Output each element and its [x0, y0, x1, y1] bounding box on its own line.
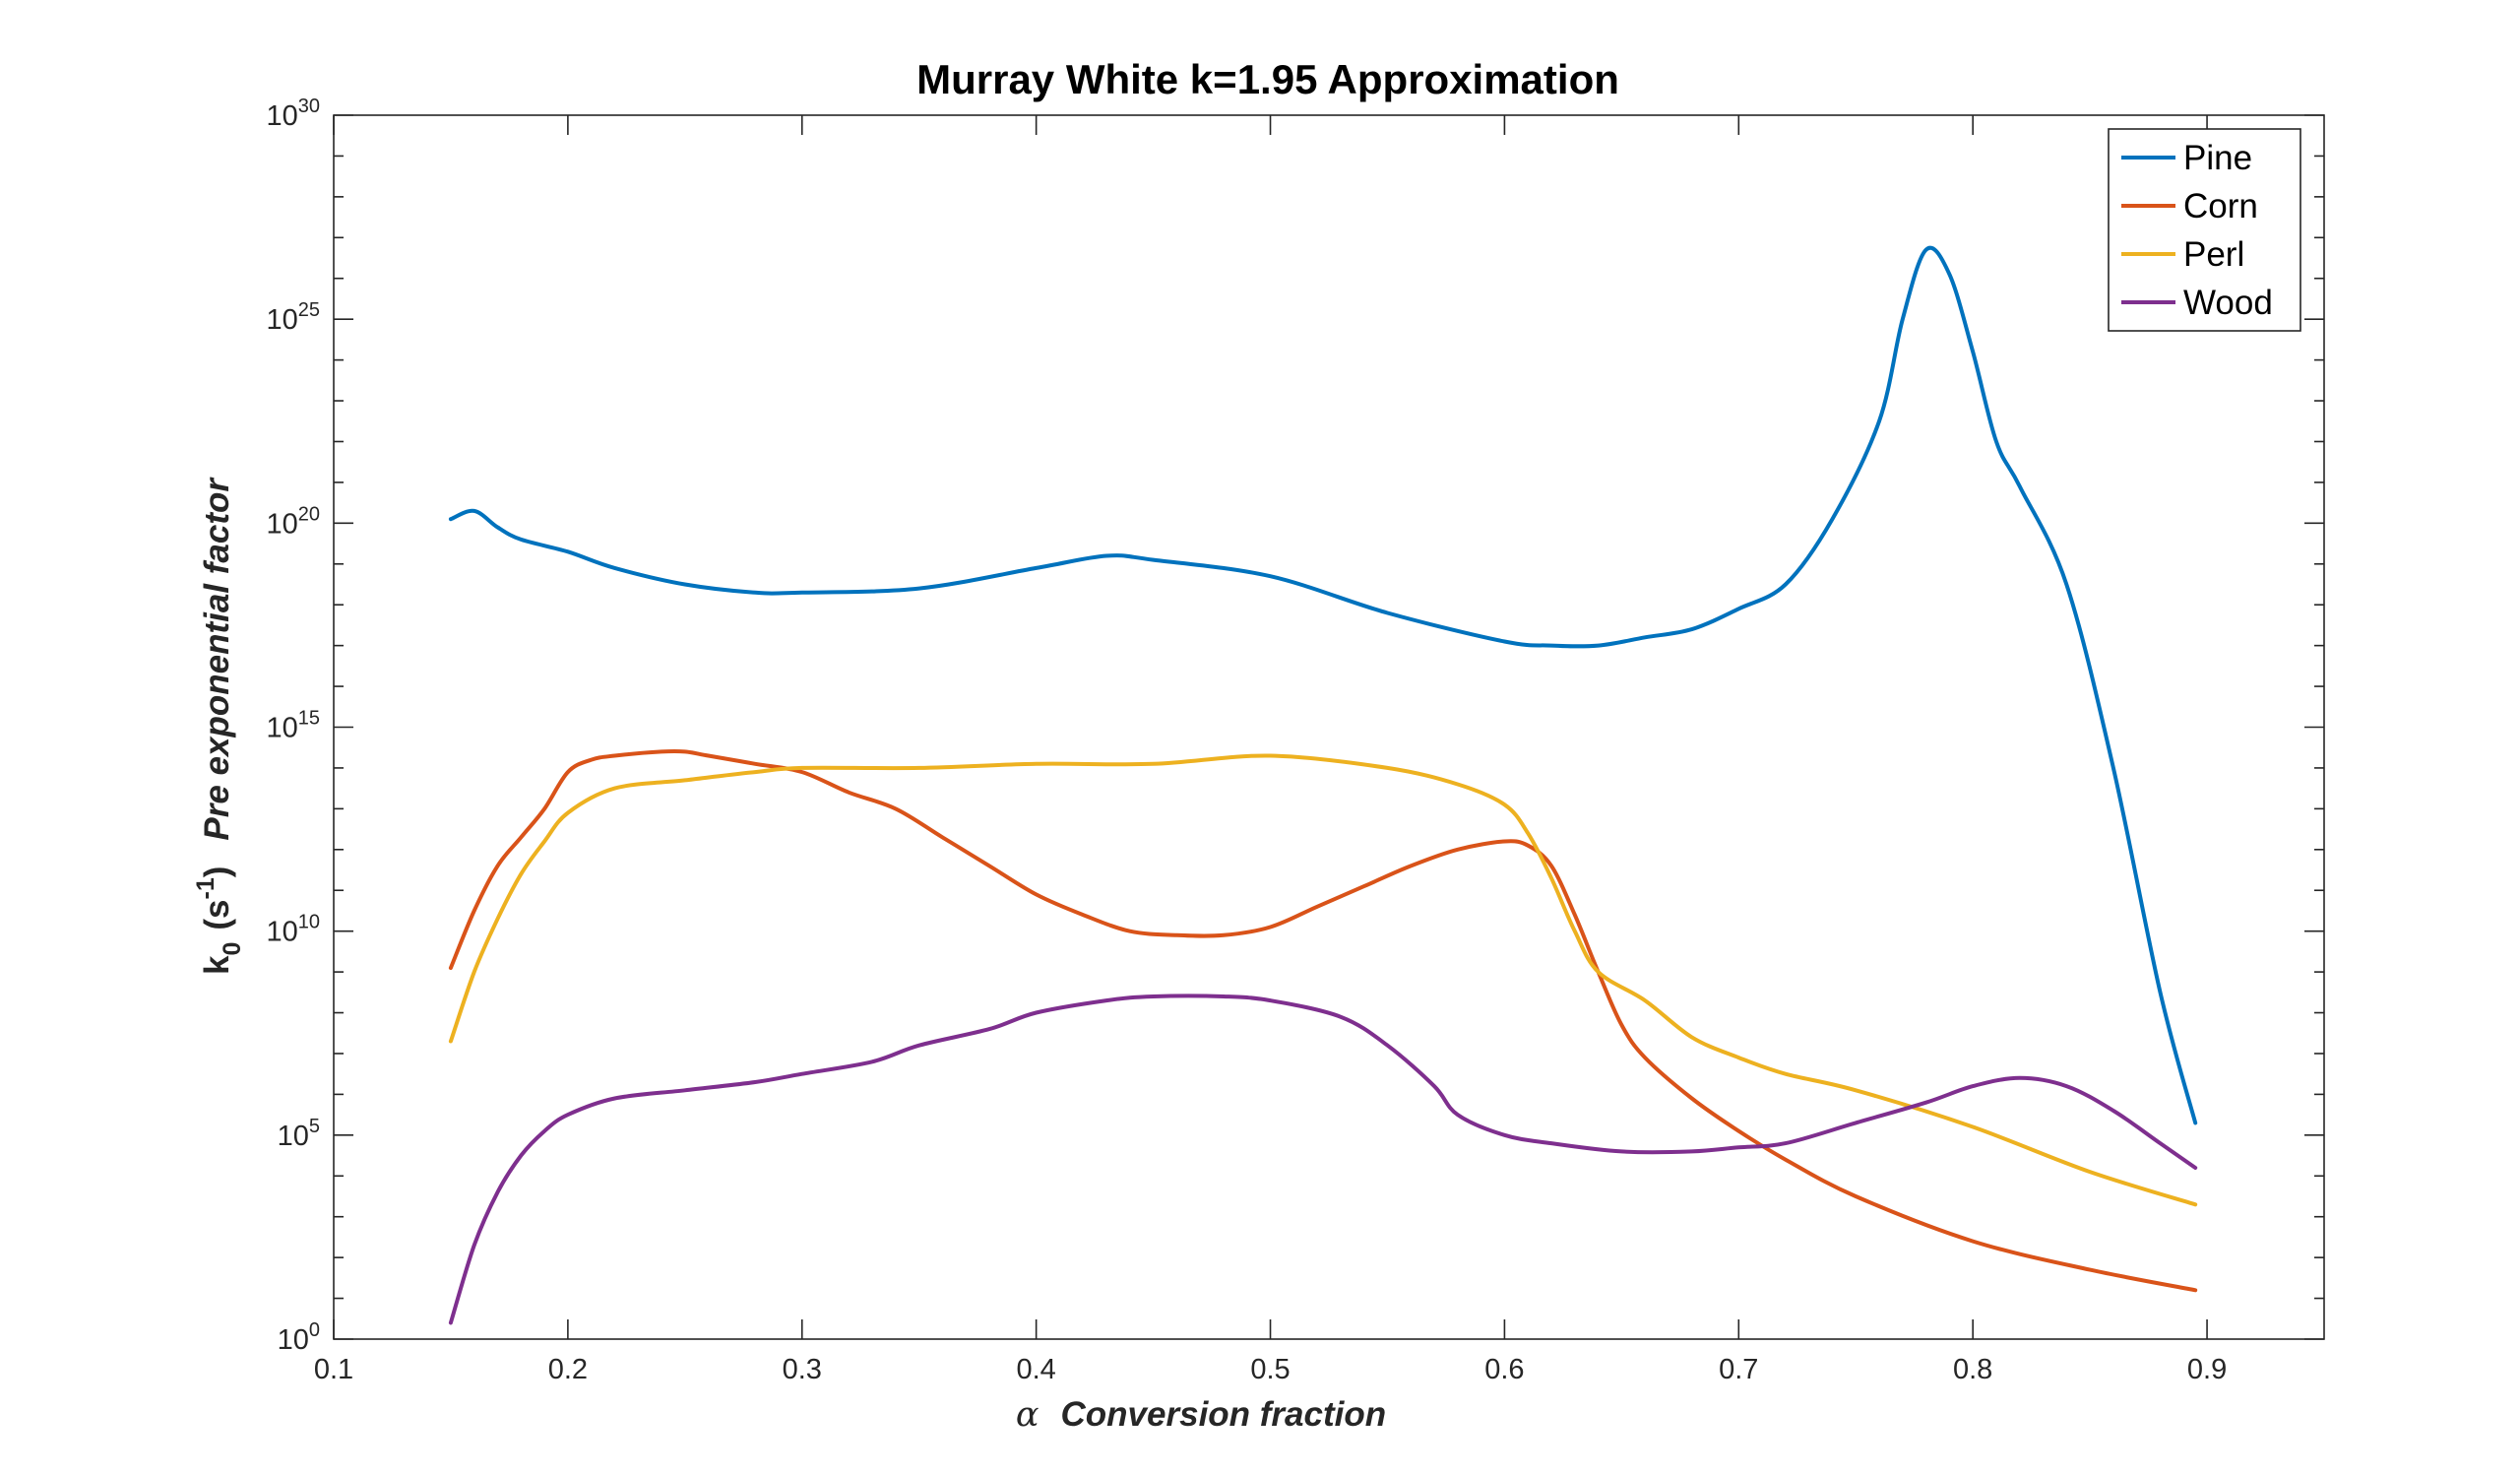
y-tick-label: 1015 [266, 708, 320, 744]
y-tick-label: 1020 [266, 503, 320, 540]
y-axis-label-unit-exp: -1 [192, 877, 220, 899]
y-tick-label: 1025 [266, 299, 320, 336]
y-axis-label: k0 (s-1) Pre exponential factor [192, 477, 246, 975]
x-tick-label: 0.6 [1484, 1354, 1524, 1385]
legend: Pine Corn Perl Wood [2108, 128, 2301, 332]
x-tick-label: 0.9 [2187, 1354, 2227, 1385]
legend-label-wood: Wood [2183, 284, 2273, 322]
x-tick-label: 0.4 [1016, 1354, 1055, 1385]
x-axis: 0.1 0.2 0.3 0.4 0.5 0.6 0.7 0.8 0.9 [314, 115, 2227, 1385]
legend-label-perl: Perl [2183, 235, 2244, 274]
series-line-wood [448, 994, 2198, 1325]
x-tick-label: 0.2 [548, 1354, 588, 1385]
x-tick-label: 0.8 [1953, 1354, 1992, 1385]
x-axis-label-symbol: α [1016, 1395, 1040, 1435]
svg-text:k0(s-1)Pre exponential factor: k0 (s-1) Pre exponential factor [192, 477, 246, 975]
y-tick-label: 1010 [266, 912, 320, 948]
legend-label-pine: Pine [2183, 139, 2252, 177]
y-axis-label-description: Pre exponential factor [198, 477, 236, 841]
x-tick-label: 0.5 [1250, 1354, 1290, 1385]
y-axis-label-unit-open: (s [198, 900, 236, 930]
series-lines [448, 245, 2198, 1325]
series-line-pine [448, 245, 2198, 1125]
legend-label-corn: Corn [2183, 187, 2258, 225]
x-axis-label: α Conversion fraction [1016, 1395, 1386, 1435]
y-axis: 100 105 1010 1015 1020 1025 1030 [266, 96, 2324, 1356]
y-axis-label-subscript: 0 [219, 942, 246, 956]
y-axis-label-unit-close: ) [198, 866, 236, 878]
x-tick-label: 0.7 [1719, 1354, 1758, 1385]
y-axis-label-symbol: k [198, 955, 236, 975]
y-tick-label: 100 [278, 1319, 320, 1356]
chart-title: Murray White k=1.95 Approximation [916, 56, 1619, 102]
y-tick-label: 1030 [266, 96, 320, 132]
legend-box [2108, 128, 2301, 332]
series-line-corn [448, 748, 2198, 1293]
series-line-perl [448, 753, 2198, 1207]
x-tick-label: 0.3 [783, 1354, 822, 1385]
x-axis-label-text: Conversion fraction [1061, 1395, 1387, 1434]
x-tick-label: 0.1 [314, 1354, 353, 1385]
y-tick-label: 105 [278, 1116, 320, 1152]
